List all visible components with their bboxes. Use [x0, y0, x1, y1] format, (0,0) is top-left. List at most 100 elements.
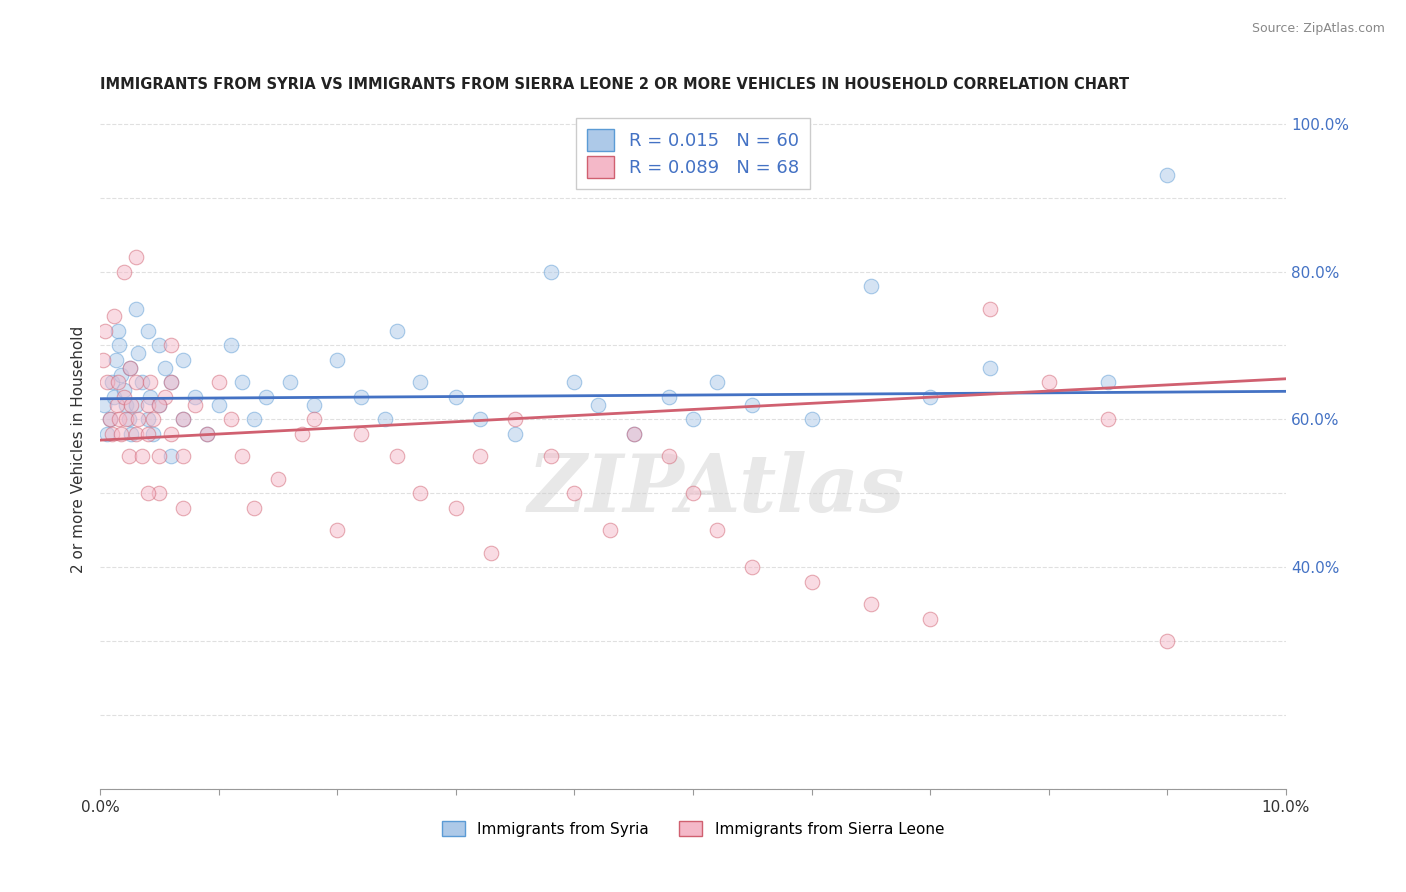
Point — [136, 324, 159, 338]
Point — [112, 264, 135, 278]
Point — [131, 376, 153, 390]
Point — [112, 383, 135, 397]
Point — [160, 376, 183, 390]
Point — [291, 427, 314, 442]
Point — [105, 398, 128, 412]
Point — [564, 486, 586, 500]
Point — [682, 486, 704, 500]
Point — [658, 450, 681, 464]
Point — [125, 376, 148, 390]
Point — [254, 390, 277, 404]
Point — [110, 427, 132, 442]
Point — [219, 338, 242, 352]
Point — [94, 324, 117, 338]
Point — [1038, 376, 1060, 390]
Point — [118, 360, 141, 375]
Point — [103, 309, 125, 323]
Point — [160, 376, 183, 390]
Y-axis label: 2 or more Vehicles in Household: 2 or more Vehicles in Household — [72, 326, 86, 573]
Point — [108, 338, 131, 352]
Point — [98, 412, 121, 426]
Point — [800, 412, 823, 426]
Point — [172, 501, 194, 516]
Point — [160, 450, 183, 464]
Point — [468, 412, 491, 426]
Point — [108, 412, 131, 426]
Point — [208, 376, 231, 390]
Point — [117, 450, 139, 464]
Point — [98, 412, 121, 426]
Point — [741, 398, 763, 412]
Point — [107, 376, 129, 390]
Point — [350, 390, 373, 404]
Point — [115, 412, 138, 426]
Point — [706, 376, 728, 390]
Point — [481, 545, 503, 559]
Point — [267, 472, 290, 486]
Point — [599, 524, 621, 538]
Point — [125, 250, 148, 264]
Point — [127, 346, 149, 360]
Point — [125, 427, 148, 442]
Point — [243, 412, 266, 426]
Point — [136, 486, 159, 500]
Point — [131, 450, 153, 464]
Point — [859, 597, 882, 611]
Point — [148, 486, 170, 500]
Point — [195, 427, 218, 442]
Point — [139, 390, 162, 404]
Point — [503, 412, 526, 426]
Point — [1156, 634, 1178, 648]
Point — [800, 575, 823, 590]
Point — [231, 450, 253, 464]
Point — [127, 412, 149, 426]
Point — [136, 412, 159, 426]
Point — [120, 427, 142, 442]
Point — [278, 376, 301, 390]
Point — [326, 524, 349, 538]
Point — [540, 264, 562, 278]
Point — [409, 486, 432, 500]
Point — [148, 398, 170, 412]
Point — [219, 412, 242, 426]
Point — [706, 524, 728, 538]
Point — [682, 412, 704, 426]
Point — [172, 353, 194, 368]
Point — [503, 427, 526, 442]
Point — [110, 368, 132, 382]
Point — [120, 398, 142, 412]
Point — [623, 427, 645, 442]
Text: IMMIGRANTS FROM SYRIA VS IMMIGRANTS FROM SIERRA LEONE 2 OR MORE VEHICLES IN HOUS: IMMIGRANTS FROM SYRIA VS IMMIGRANTS FROM… — [100, 78, 1129, 93]
Point — [658, 390, 681, 404]
Point — [96, 376, 118, 390]
Point — [117, 412, 139, 426]
Point — [125, 301, 148, 316]
Point — [142, 412, 165, 426]
Point — [979, 301, 1001, 316]
Point — [148, 450, 170, 464]
Point — [385, 324, 408, 338]
Point — [586, 398, 609, 412]
Point — [302, 412, 325, 426]
Point — [148, 338, 170, 352]
Point — [101, 376, 124, 390]
Legend: R = 0.015   N = 60, R = 0.089   N = 68: R = 0.015 N = 60, R = 0.089 N = 68 — [576, 118, 810, 189]
Point — [1097, 412, 1119, 426]
Point — [184, 398, 207, 412]
Point — [136, 427, 159, 442]
Point — [160, 427, 183, 442]
Point — [623, 427, 645, 442]
Point — [385, 450, 408, 464]
Point — [564, 376, 586, 390]
Point — [160, 338, 183, 352]
Point — [101, 427, 124, 442]
Point — [172, 450, 194, 464]
Point — [96, 427, 118, 442]
Point — [104, 353, 127, 368]
Point — [540, 450, 562, 464]
Point — [409, 376, 432, 390]
Point — [979, 360, 1001, 375]
Point — [302, 398, 325, 412]
Point — [118, 360, 141, 375]
Point — [243, 501, 266, 516]
